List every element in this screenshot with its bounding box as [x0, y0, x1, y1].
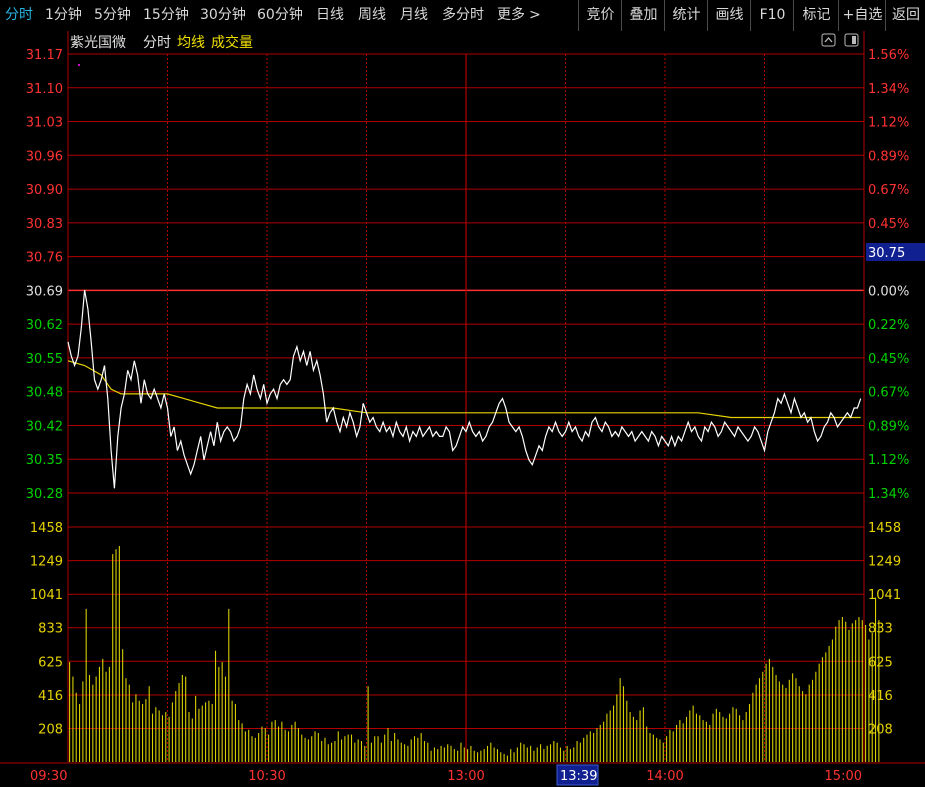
- volume-tick-label: 208: [38, 722, 63, 737]
- time-grid: [0, 31, 925, 764]
- tab-more[interactable]: 更多 >: [497, 0, 541, 31]
- volume-label: 成交量: [211, 34, 253, 51]
- tab-monthly[interactable]: 月线: [400, 7, 428, 23]
- price-tick-label: 30.62: [26, 318, 63, 333]
- tab-weekly[interactable]: 周线: [358, 7, 386, 23]
- tab-60min[interactable]: 60分钟: [257, 7, 303, 23]
- time-tick-label: 10:30: [248, 769, 285, 784]
- f10-button[interactable]: F10: [750, 0, 794, 31]
- pct-tick-label: 1.56%: [868, 48, 909, 63]
- price-tick-label: 30.69: [26, 284, 63, 299]
- tab-intraday[interactable]: 分时: [5, 7, 33, 23]
- volume-tick-label-right: 833: [868, 622, 893, 637]
- crosshair-time-value: 13:39: [560, 769, 597, 784]
- mode-label: 分时: [143, 35, 171, 51]
- statistics-button[interactable]: 统计: [664, 0, 708, 31]
- pct-tick-label: 0.22%: [868, 318, 909, 333]
- volume-tick-label-right: 416: [868, 689, 893, 704]
- pct-tick-label: 1.34%: [868, 82, 909, 97]
- period-toolbar: 分时 1分钟 5分钟 15分钟 30分钟 60分钟 日线 周线 月线 多分时 更…: [0, 0, 925, 32]
- mark-button[interactable]: 标记: [793, 0, 839, 31]
- price-tick-label: 31.17: [26, 48, 63, 63]
- price-tick-label: 30.83: [26, 217, 63, 232]
- tab-30min[interactable]: 30分钟: [200, 7, 246, 23]
- price-line: [67, 289, 862, 489]
- time-tick-label: 09:30: [30, 769, 67, 784]
- crosshair-time-tag: 13:39: [556, 764, 599, 786]
- stock-name: 紫光国微: [70, 35, 126, 51]
- tab-multi-intraday[interactable]: 多分时: [442, 7, 484, 23]
- volume-tick-label-right: 208: [868, 722, 893, 737]
- current-price-value: 30.75: [868, 246, 905, 261]
- volume-tick-label-right: 1458: [868, 521, 901, 536]
- price-tick-label: 31.10: [26, 82, 63, 97]
- pct-tick-label: 1.34%: [868, 487, 909, 502]
- time-tick-label: 13:00: [447, 769, 484, 784]
- volume-tick-label: 625: [38, 655, 63, 670]
- volume-tick-label: 1041: [30, 588, 63, 603]
- marker-dot: [78, 64, 80, 66]
- avg-line-label: 均线: [177, 35, 205, 51]
- tab-15min[interactable]: 15分钟: [143, 7, 189, 23]
- price-tick-label: 30.96: [26, 149, 63, 164]
- volume-tick-label-right: 1249: [868, 555, 901, 570]
- auction-button[interactable]: 竞价: [578, 0, 622, 31]
- volume-grid: [68, 526, 864, 729]
- pct-tick-label: 0.00%: [868, 284, 909, 299]
- price-tick-label: 30.48: [26, 386, 63, 401]
- chevron-right-icon: >: [529, 7, 541, 23]
- pct-tick-label: 1.12%: [868, 453, 909, 468]
- volume-tick-label: 416: [38, 689, 63, 704]
- intraday-chart[interactable]: 紫光国微 分时 均线 成交量 31.17 31.10 31.03 30.96 30.90…: [0, 31, 925, 787]
- price-tick-label: 31.03: [26, 116, 63, 131]
- draw-line-button[interactable]: 画线: [707, 0, 751, 31]
- price-tick-label: 30.42: [26, 419, 63, 434]
- pct-tick-label: 0.45%: [868, 217, 909, 232]
- pct-tick-label: 0.45%: [868, 352, 909, 367]
- back-button[interactable]: 返回: [885, 0, 925, 31]
- volume-tick-label: 1458: [30, 521, 63, 536]
- volume-tick-label: 1249: [30, 555, 63, 570]
- current-price-tag: 30.75: [866, 243, 925, 261]
- pct-tick-label: 0.89%: [868, 419, 909, 434]
- tab-1min[interactable]: 1分钟: [45, 7, 82, 23]
- pct-tick-label: 1.12%: [868, 116, 909, 131]
- panel-toggle-icon[interactable]: [844, 33, 859, 47]
- pct-tick-label: 0.67%: [868, 183, 909, 198]
- time-tick-label: 15:00: [825, 769, 862, 784]
- price-tick-label: 30.28: [26, 487, 63, 502]
- time-tick-label: 14:00: [646, 769, 683, 784]
- pct-tick-label: 0.89%: [868, 149, 909, 164]
- volume-tick-label-right: 625: [868, 655, 893, 670]
- tab-daily[interactable]: 日线: [316, 7, 344, 23]
- price-tick-label: 30.55: [26, 352, 63, 367]
- pct-tick-label: 0.67%: [868, 386, 909, 401]
- price-tick-label: 30.90: [26, 183, 63, 198]
- price-tick-label: 30.76: [26, 251, 63, 266]
- expand-icon[interactable]: [821, 33, 836, 47]
- tab-more-label: 更多: [497, 7, 525, 23]
- volume-tick-label-right: 1041: [868, 588, 901, 603]
- overlay-button[interactable]: 叠加: [621, 0, 665, 31]
- price-tick-label: 30.35: [26, 453, 63, 468]
- tab-5min[interactable]: 5分钟: [94, 7, 131, 23]
- add-watchlist-button[interactable]: +自选: [838, 0, 886, 31]
- volume-tick-label: 833: [38, 622, 63, 637]
- volume-bars: [69, 546, 880, 762]
